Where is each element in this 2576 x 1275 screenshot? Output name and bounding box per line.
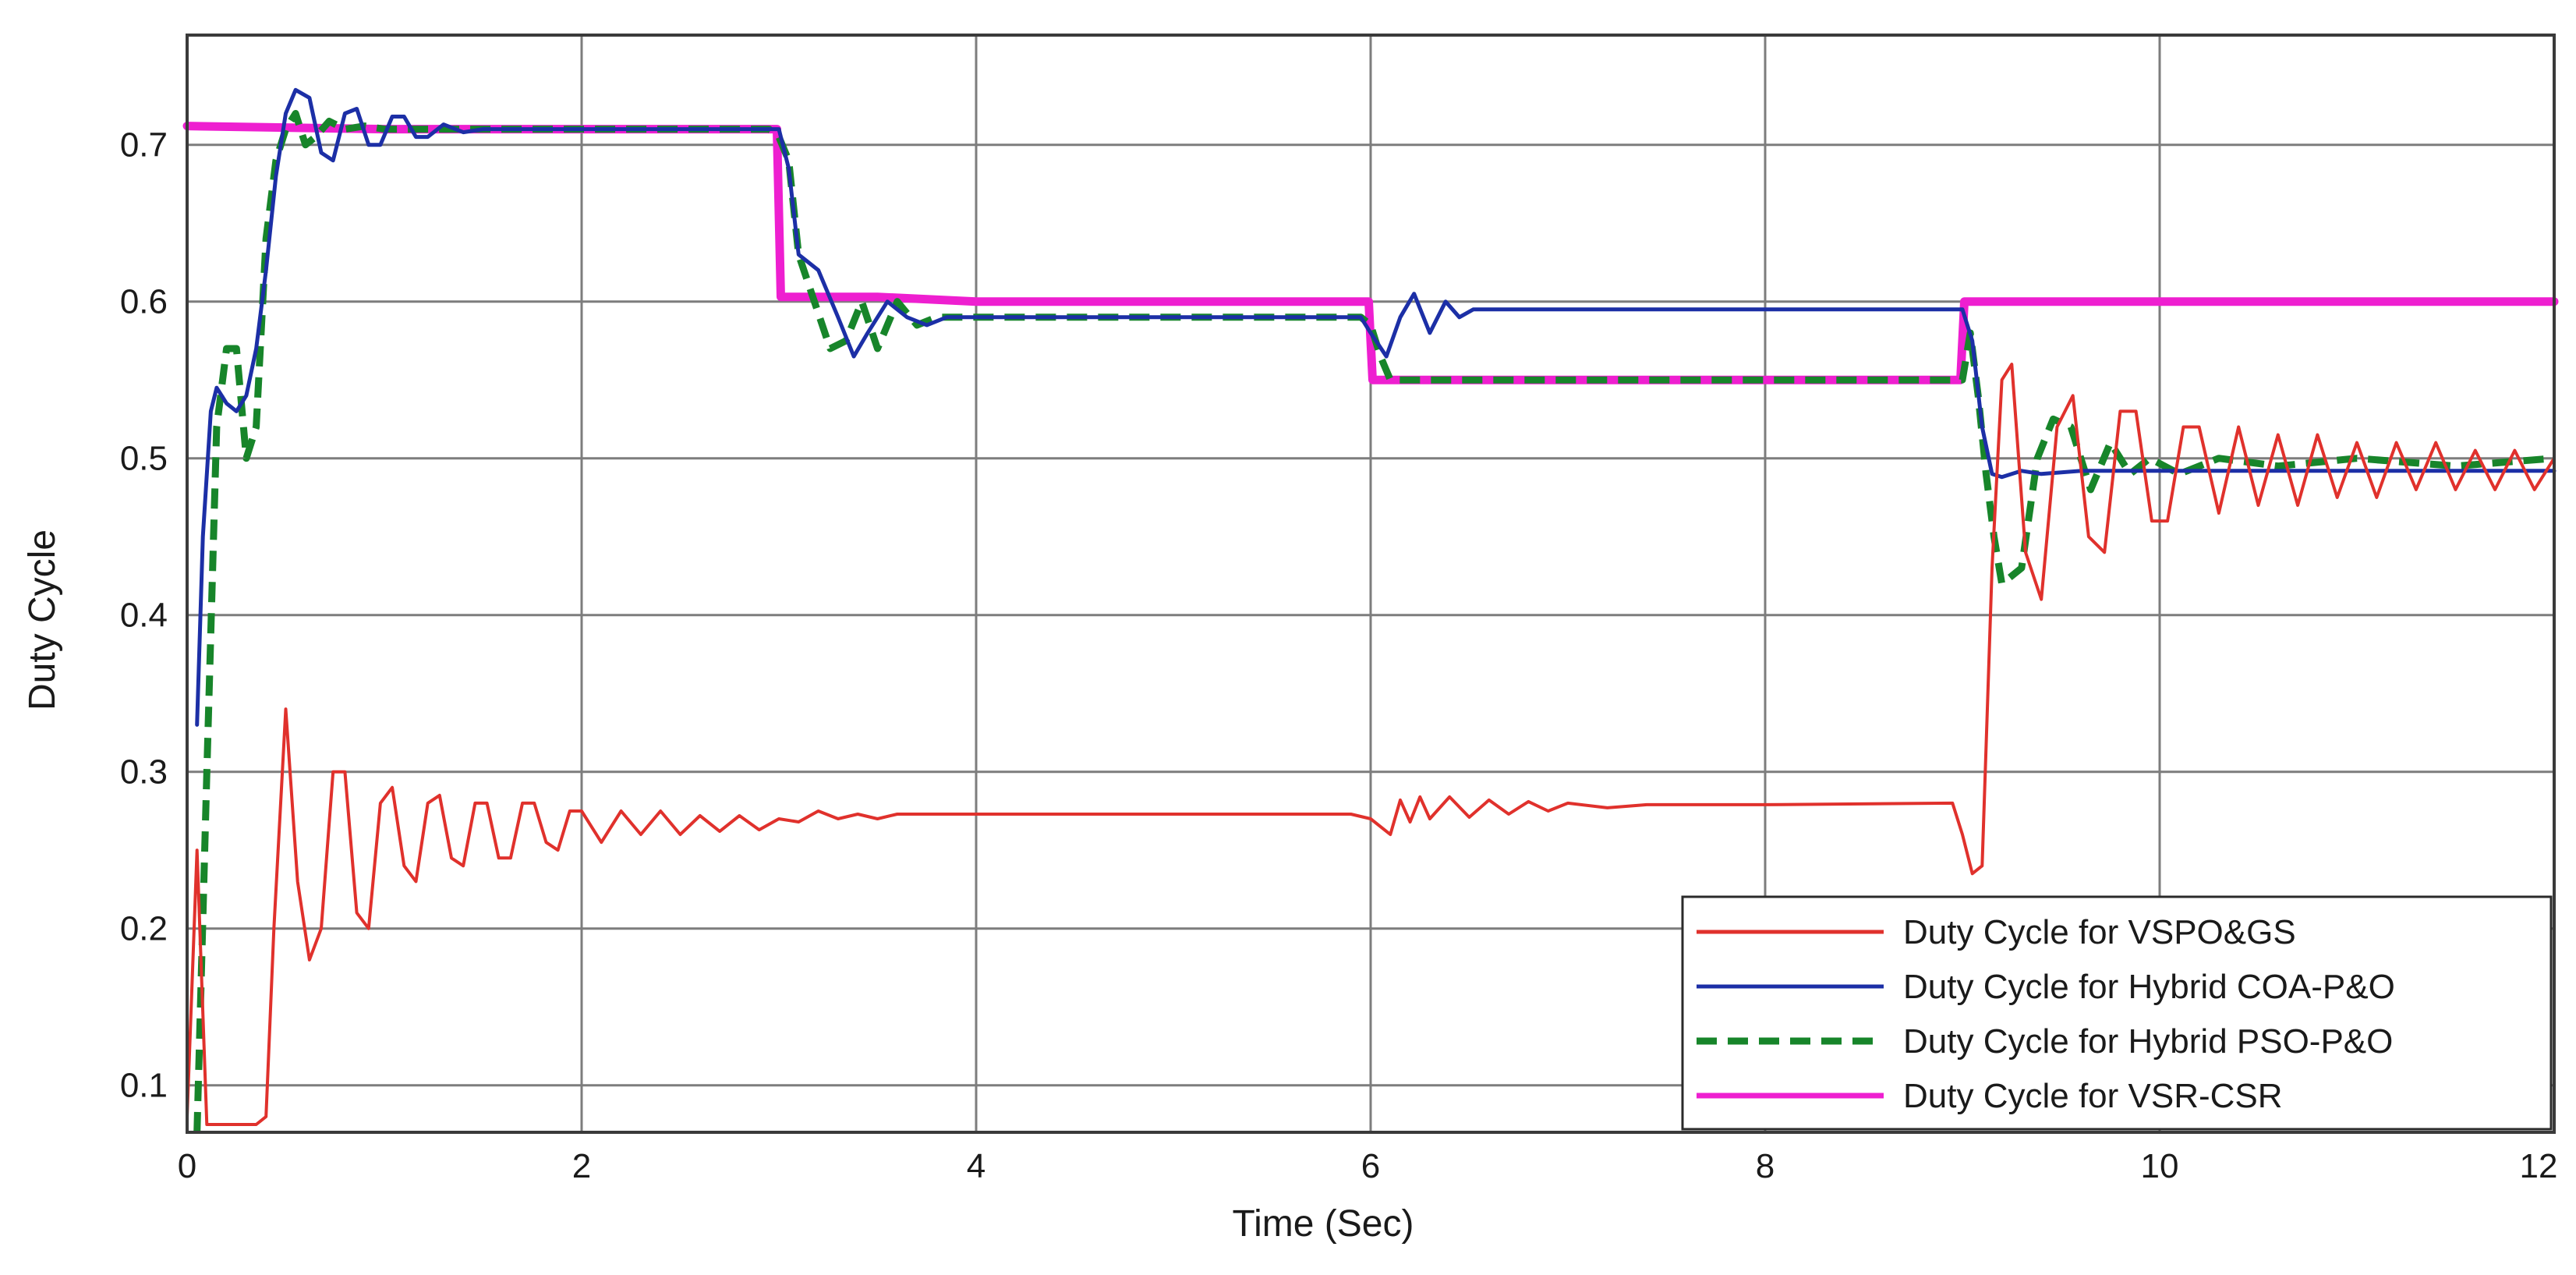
x-tick-label: 12 [2520,1147,2558,1185]
y-tick-label: 0.1 [120,1067,168,1105]
plot-frame [186,34,2556,1134]
legend-label-3: Duty Cycle for Hybrid PSO-P&O [1903,1022,2393,1061]
y-axis-label: Duty Cycle [22,529,63,710]
legend-label-2: Duty Cycle for Hybrid COA-P&O [1903,968,2395,1006]
series-line-2 [195,87,2557,727]
x-tick-label: 8 [1756,1147,1775,1185]
x-tick-labels: 0 2 4 6 8 10 12 [178,1147,2558,1185]
y-tick-label: 0.5 [120,440,168,478]
legend-box [1681,895,2553,1131]
x-tick-label: 4 [967,1147,985,1185]
plot-border [186,34,2556,1134]
legend-label-4: Duty Cycle for VSR-CSR [1903,1077,2283,1115]
x-tick-label: 0 [178,1147,196,1185]
y-tick-label: 0.7 [120,126,168,165]
x-tick-label: 2 [572,1147,591,1185]
y-tick-labels: 0.1 0.2 0.3 0.4 0.5 0.6 0.7 [120,126,168,1105]
y-tick-label: 0.2 [120,910,168,948]
y-tick-label: 0.3 [120,753,168,792]
x-tick-label: 10 [2141,1147,2179,1185]
series-line-1 [186,363,2556,1126]
series-group [182,87,2559,1133]
x-axis-label: Time (Sec) [1233,1203,1414,1245]
y-tick-label: 0.6 [120,283,168,321]
legend-label-1: Duty Cycle for VSPO&GS [1903,913,2296,951]
y-tick-label: 0.4 [120,597,168,635]
legend: Duty Cycle for VSPO&GS Duty Cycle for Hyb… [1681,895,2553,1131]
x-tick-label: 6 [1361,1147,1380,1185]
series-line-3 [193,110,2555,1133]
